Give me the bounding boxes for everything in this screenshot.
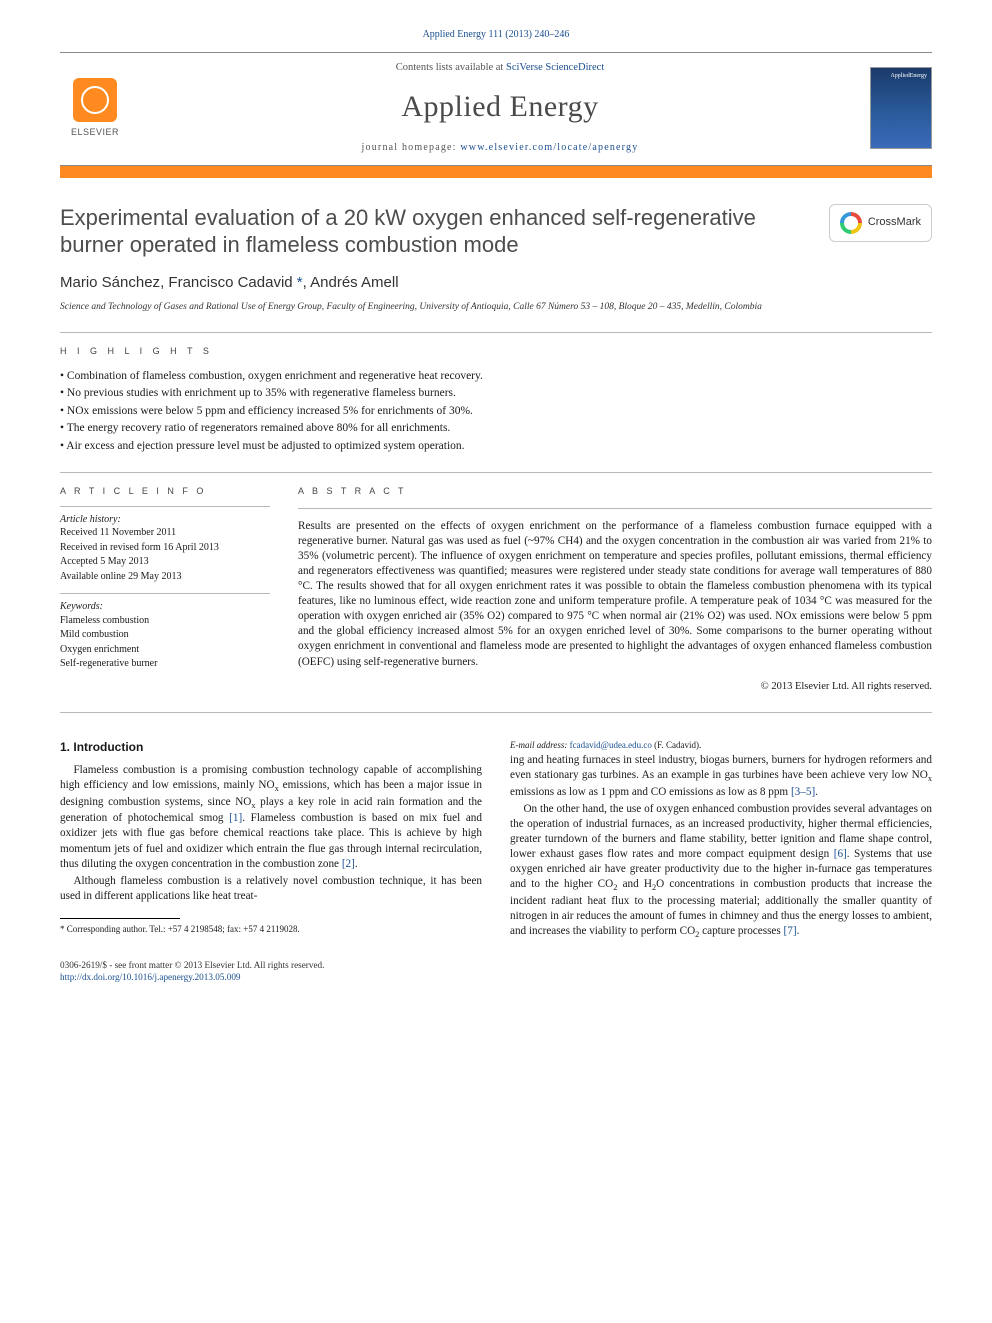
affiliation: Science and Technology of Gases and Rati… xyxy=(60,301,932,314)
cover-label: AppliedEnergy xyxy=(875,72,927,80)
keywords-label: Keywords: xyxy=(60,600,270,614)
divider-1 xyxy=(60,332,932,333)
abstract-copyright: © 2013 Elsevier Ltd. All rights reserved… xyxy=(298,680,932,694)
divider-info-2 xyxy=(60,593,270,594)
accent-bar xyxy=(60,166,932,178)
email-link[interactable]: fcadavid@udea.edu.co xyxy=(570,740,652,750)
history-line: Received in revised form 16 April 2013 xyxy=(60,541,270,555)
abstract-header: A B S T R A C T xyxy=(298,485,932,497)
paragraph: Although flameless combustion is a relat… xyxy=(60,874,482,904)
doi-link[interactable]: http://dx.doi.org/10.1016/j.apenergy.201… xyxy=(60,972,241,982)
section-title: Introduction xyxy=(73,740,143,754)
journal-name: Applied Energy xyxy=(142,87,858,128)
paragraph: ing and heating furnaces in steel indust… xyxy=(510,753,932,800)
author-1[interactable]: Mario Sánchez xyxy=(60,274,160,291)
author-2[interactable]: Francisco Cadavid xyxy=(168,274,292,291)
page-footer: 0306-2619/$ - see front matter © 2013 El… xyxy=(60,959,932,984)
paragraph: On the other hand, the use of oxygen enh… xyxy=(510,802,932,941)
corresponding-footnote: * Corresponding author. Tel.: +57 4 2198… xyxy=(60,923,482,935)
highlight-item: The energy recovery ratio of regenerator… xyxy=(60,421,932,437)
history-label: Article history: xyxy=(60,513,270,527)
keyword: Oxygen enrichment xyxy=(60,643,270,657)
highlight-item: No previous studies with enrichment up t… xyxy=(60,386,932,402)
keyword: Flameless combustion xyxy=(60,614,270,628)
article-info-header: A R T I C L E I N F O xyxy=(60,485,270,497)
contents-prefix: Contents lists available at xyxy=(396,62,506,73)
homepage-line: journal homepage: www.elsevier.com/locat… xyxy=(142,141,858,155)
highlights-label: H I G H L I G H T S xyxy=(60,345,932,357)
body-text: 1. Introduction Flameless combustion is … xyxy=(60,739,932,941)
keyword: Mild combustion xyxy=(60,628,270,642)
crossmark-icon xyxy=(840,212,862,234)
email-label: E-mail address: xyxy=(510,740,567,750)
history-line: Accepted 5 May 2013 xyxy=(60,555,270,569)
divider-2 xyxy=(60,472,932,473)
highlight-item: NOx emissions were below 5 ppm and effic… xyxy=(60,404,932,420)
ref-link[interactable]: [2] xyxy=(342,858,355,870)
crossmark-button[interactable]: CrossMark xyxy=(829,204,932,242)
corresponding-marker[interactable]: * xyxy=(297,274,303,291)
article-info-col: A R T I C L E I N F O Article history: R… xyxy=(60,485,270,693)
email-suffix: (F. Cadavid). xyxy=(654,740,701,750)
divider-abs xyxy=(298,508,932,509)
elsevier-logo[interactable]: ELSEVIER xyxy=(60,69,130,147)
footer-copyright: 0306-2619/$ - see front matter © 2013 El… xyxy=(60,959,932,971)
sciencedirect-link[interactable]: SciVerse ScienceDirect xyxy=(506,62,604,73)
abstract-col: A B S T R A C T Results are presented on… xyxy=(298,485,932,693)
homepage-link[interactable]: www.elsevier.com/locate/apenergy xyxy=(460,142,638,153)
header-center: Contents lists available at SciVerse Sci… xyxy=(142,61,858,155)
paragraph: Flameless combustion is a promising comb… xyxy=(60,763,482,872)
article-title: Experimental evaluation of a 20 kW oxyge… xyxy=(60,204,813,259)
elsevier-tree-icon xyxy=(73,78,117,122)
ref-link[interactable]: [3–5] xyxy=(791,786,815,798)
homepage-prefix: journal homepage: xyxy=(362,142,461,153)
contents-line: Contents lists available at SciVerse Sci… xyxy=(142,61,858,75)
authors-line: Mario Sánchez, Francisco Cadavid *, Andr… xyxy=(60,273,932,293)
info-abstract-row: A R T I C L E I N F O Article history: R… xyxy=(60,485,932,693)
citation-line: Applied Energy 111 (2013) 240–246 xyxy=(60,28,932,42)
history-line: Available online 29 May 2013 xyxy=(60,570,270,584)
elsevier-label: ELSEVIER xyxy=(71,126,119,138)
history-line: Received 11 November 2011 xyxy=(60,526,270,540)
abstract-text: Results are presented on the effects of … xyxy=(298,519,932,670)
journal-header: ELSEVIER Contents lists available at Sci… xyxy=(60,52,932,166)
keyword: Self-regenerative burner xyxy=(60,657,270,671)
footnote-separator xyxy=(60,918,180,919)
ref-link[interactable]: [6] xyxy=(834,848,847,860)
section-heading: 1. Introduction xyxy=(60,739,482,755)
highlights-list: Combination of flameless combustion, oxy… xyxy=(60,369,932,455)
citation-link[interactable]: Applied Energy 111 (2013) 240–246 xyxy=(423,29,570,40)
crossmark-label: CrossMark xyxy=(868,215,921,230)
email-footnote: E-mail address: fcadavid@udea.edu.co (F.… xyxy=(510,739,932,751)
journal-cover-thumb[interactable]: AppliedEnergy xyxy=(870,67,932,149)
highlight-item: Air excess and ejection pressure level m… xyxy=(60,439,932,455)
divider-3 xyxy=(60,712,932,713)
divider-info-1 xyxy=(60,506,270,507)
title-row: Experimental evaluation of a 20 kW oxyge… xyxy=(60,204,932,259)
ref-link[interactable]: [7] xyxy=(784,925,797,937)
ref-link[interactable]: [1] xyxy=(229,812,242,824)
author-3[interactable]: Andrés Amell xyxy=(310,274,398,291)
section-number: 1. xyxy=(60,740,70,754)
highlight-item: Combination of flameless combustion, oxy… xyxy=(60,369,932,385)
